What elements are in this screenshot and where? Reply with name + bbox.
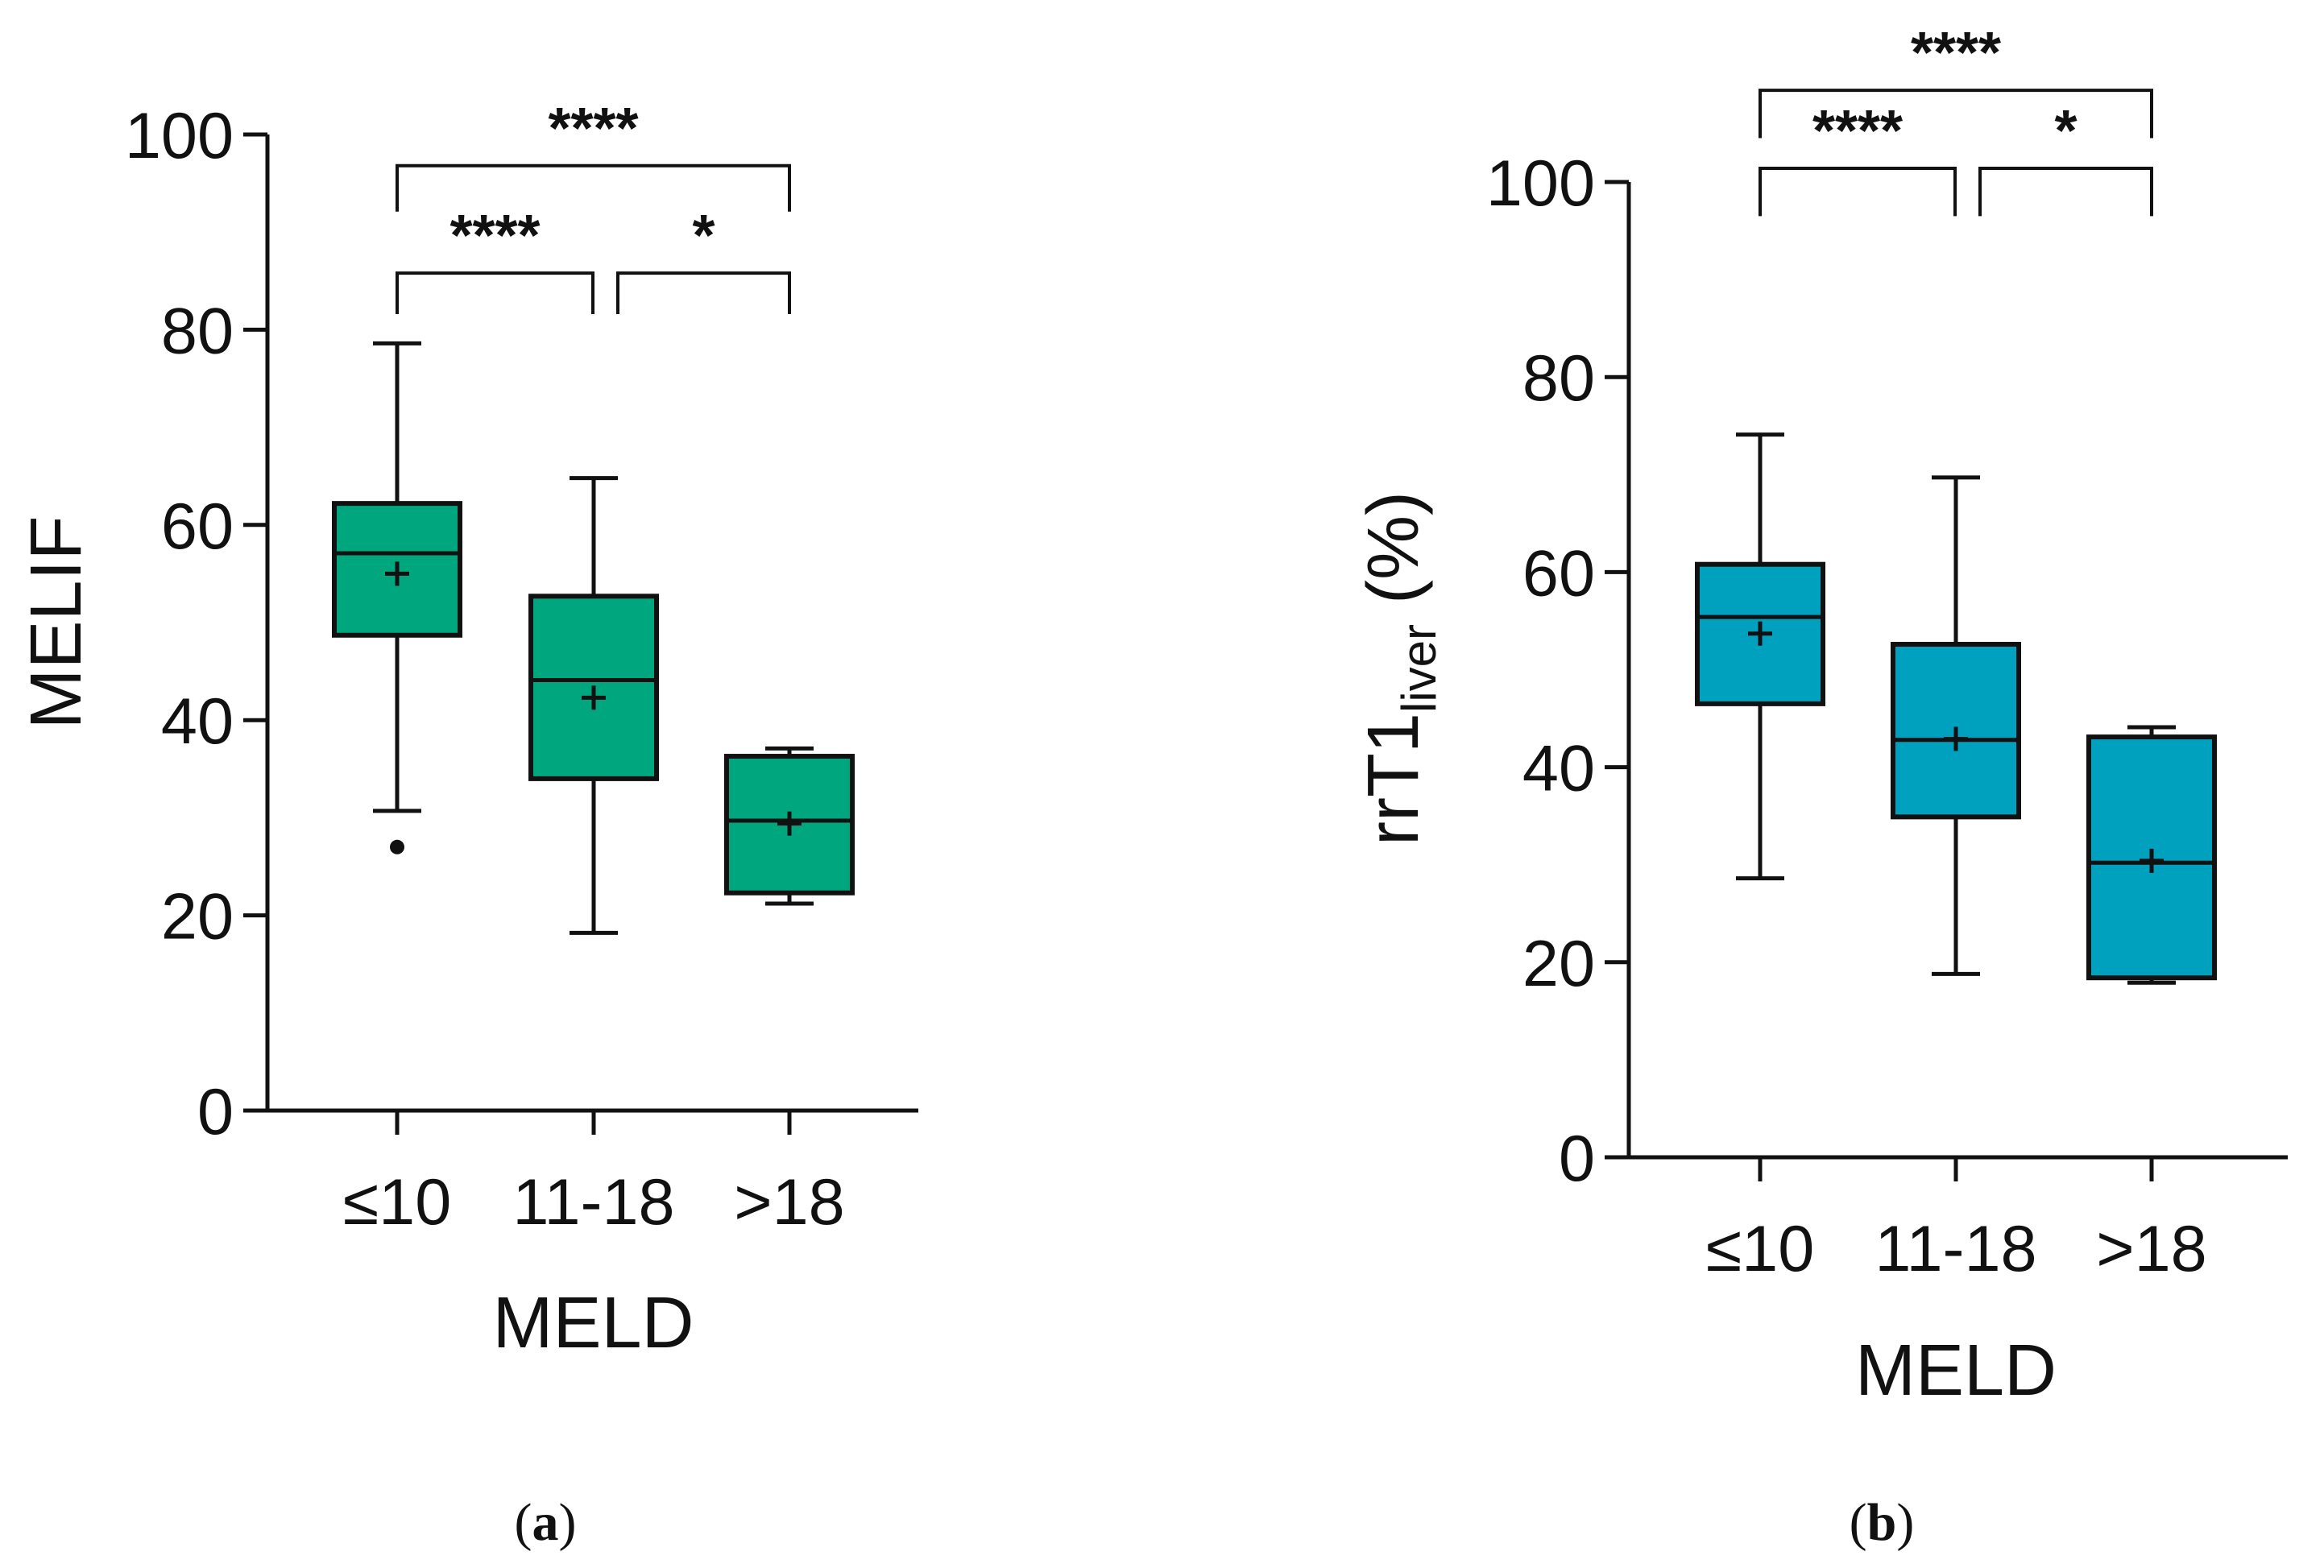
x-tick-label: 11-18 <box>512 1166 674 1239</box>
significance-bracket <box>396 163 791 212</box>
y-axis-title: rrT1liver (%) <box>1353 491 1446 846</box>
y-axis-title: MELIF <box>16 515 97 729</box>
box-3 <box>724 746 855 906</box>
box-1 <box>332 341 462 854</box>
y-tick-label: 20 <box>161 881 234 954</box>
y-tick-label: 0 <box>1559 1123 1595 1195</box>
y-tick-label: 20 <box>1522 928 1595 1000</box>
significance-label: * <box>692 204 715 268</box>
x-tick-label: >18 <box>2096 1213 2206 1285</box>
significance-bracket <box>1978 167 2153 217</box>
significance-label: **** <box>548 97 638 161</box>
y-tick-label: 80 <box>1522 342 1595 415</box>
box-2 <box>528 476 659 935</box>
x-tick-label: 11-18 <box>1875 1213 2036 1285</box>
significance-bracket <box>1759 89 2153 139</box>
x-tick-label: >18 <box>734 1166 844 1239</box>
box-2 <box>1891 475 2021 976</box>
y-axis-title-main: rrT1 <box>1353 713 1434 846</box>
x-axis-title: MELD <box>1855 1330 2057 1411</box>
x-axis-title: MELD <box>492 1283 694 1363</box>
significance-label: **** <box>1911 21 2001 85</box>
box-3 <box>2086 725 2217 985</box>
caption-close: ) <box>559 1493 577 1552</box>
y-tick-label: 100 <box>125 100 234 172</box>
significance-label: * <box>2054 99 2077 163</box>
caption-open: ( <box>1850 1493 1867 1552</box>
panel-caption: (a) <box>515 1493 577 1552</box>
y-tick-label: 100 <box>1486 147 1595 220</box>
significance-bracket <box>616 271 791 315</box>
box-iqr <box>528 594 659 781</box>
y-tick-label: 80 <box>161 295 234 367</box>
caption-letter: b <box>1867 1493 1897 1552</box>
significance-label: **** <box>449 204 540 268</box>
box-iqr <box>1695 561 1825 706</box>
y-axis-title-subscript: liver <box>1392 624 1446 713</box>
significance-label: **** <box>1812 99 1903 163</box>
y-axis-title-main: MELIF <box>16 515 97 729</box>
y-axis-title-suffix: (%) <box>1353 491 1434 624</box>
outlier-point <box>390 839 404 854</box>
significance-bracket <box>1759 167 1957 217</box>
panel-caption: (b) <box>1850 1493 1915 1552</box>
box-1 <box>1695 432 1825 881</box>
caption-open: ( <box>515 1493 532 1552</box>
caption-close: ) <box>1896 1493 1914 1552</box>
y-tick-label: 40 <box>1522 733 1595 805</box>
significance-bracket <box>396 271 594 315</box>
y-tick-label: 60 <box>1522 537 1595 610</box>
x-tick-label: ≤10 <box>343 1166 452 1239</box>
x-tick-label: ≤10 <box>1706 1213 1815 1285</box>
y-tick-label: 40 <box>161 685 234 758</box>
caption-letter: a <box>532 1493 559 1552</box>
y-tick-label: 60 <box>161 490 234 563</box>
y-tick-label: 0 <box>197 1076 234 1148</box>
